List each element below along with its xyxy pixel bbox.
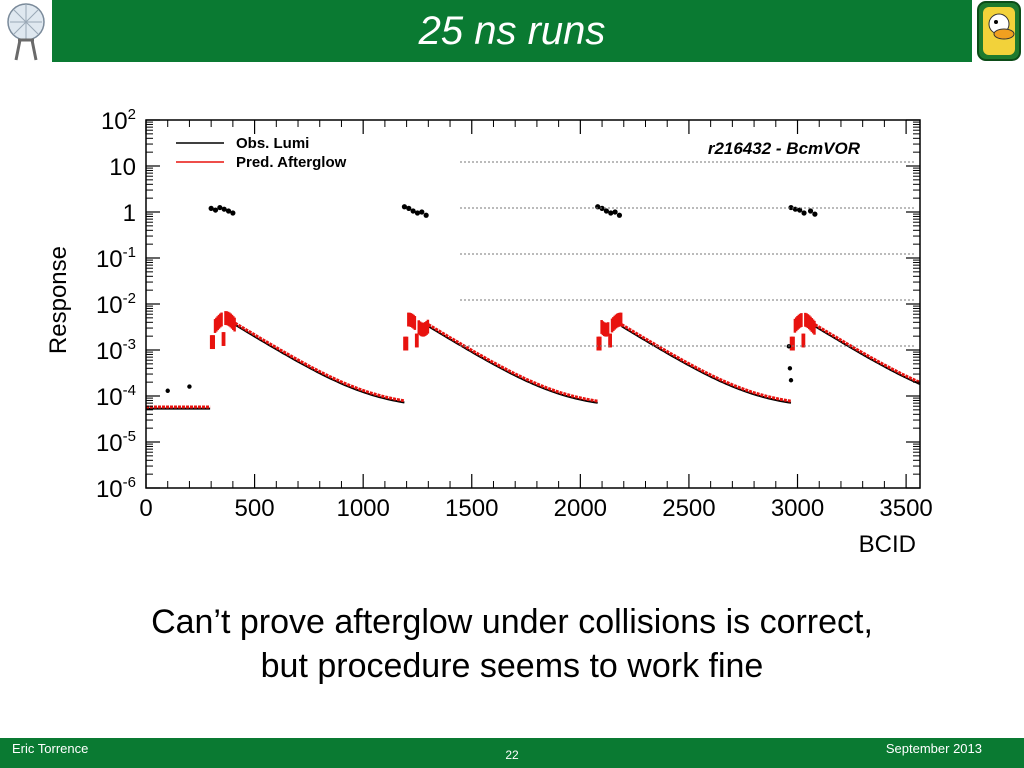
obs-lumi-point-isolated: [165, 388, 170, 393]
slide-header: 25 ns runs: [0, 0, 1024, 62]
atlas-logo: [0, 0, 52, 62]
x-axis-label: BCID: [859, 531, 916, 556]
pred-afterglow-curve: [814, 323, 921, 384]
slide-caption: Can’t prove afterglow under collisions i…: [0, 600, 1024, 688]
obs-lumi-point-isolated: [787, 366, 793, 371]
obs-lumi-point: [406, 205, 412, 211]
obs-lumi-point: [792, 206, 798, 212]
x-tick-label: 2000: [554, 495, 607, 522]
slide-footer: Eric Torrence 22 September 2013: [0, 738, 1024, 768]
obs-lumi-point: [212, 207, 219, 213]
title-bar: [52, 0, 972, 62]
y-tick-label: 10-5: [96, 428, 136, 457]
obs-lumi-point: [410, 208, 416, 214]
obs-lumi-point: [608, 210, 614, 216]
pred-afterglow-curve: [620, 323, 792, 403]
page-number: 22: [505, 748, 519, 762]
obs-lumi-point: [797, 207, 803, 213]
legend-label-pred: Pred. Afterglow: [236, 154, 347, 171]
footer-date: September 2013: [885, 741, 982, 756]
y-tick-label: 102: [101, 106, 136, 135]
obs-lumi-point: [616, 212, 623, 218]
obs-lumi-point-isolated: [788, 378, 794, 383]
footer-author: Eric Torrence: [12, 741, 89, 756]
obs-lumi-point: [603, 208, 610, 214]
obs-lumi-point: [230, 210, 236, 216]
chart-legend: Obs. Lumi Pred. Afterglow: [176, 135, 347, 171]
y-tick-label: 10-3: [96, 336, 136, 365]
obs-lumi-point: [812, 211, 818, 217]
x-tick-label: 500: [235, 495, 275, 522]
obs-lumi-point: [801, 210, 807, 216]
chart-annotation: r216432 - BcmVOR: [708, 139, 861, 158]
obs-lumi-point: [401, 204, 408, 210]
obs-lumi-point: [208, 205, 214, 211]
legend-label-obs: Obs. Lumi: [236, 135, 309, 152]
obs-lumi-point: [788, 204, 794, 211]
obs-lumi-point: [414, 210, 421, 216]
obs-lumi-point: [807, 208, 814, 214]
x-tick-label: 3000: [771, 495, 824, 522]
y-axis-label: Response: [45, 246, 72, 354]
response-chart: 10-6 10-5 10-4 10-3 10-2 10-1 1 10 102 0 500 1000 15…: [0, 96, 968, 558]
obs-lumi-point: [612, 209, 618, 215]
obs-lumi-point-isolated: [187, 384, 192, 389]
caption-line-2: but procedure seems to work fine: [260, 647, 764, 685]
slide-title: 25 ns runs: [418, 9, 606, 53]
y-tick-label: 10-6: [96, 474, 136, 503]
x-tick-label: 0: [139, 495, 152, 522]
obs-lumi-point: [221, 206, 227, 212]
caption-line-1: Can’t prove afterglow under collisions i…: [151, 603, 873, 641]
obs-lumi-point: [225, 208, 232, 214]
obs-lumi-point: [217, 204, 223, 211]
obs-lumi-point: [423, 212, 429, 218]
x-tick-label: 1500: [445, 495, 498, 522]
y-tick-label: 10-2: [96, 290, 136, 319]
pred-afterglow-curve: [427, 323, 598, 403]
x-tick-label: 3500: [879, 495, 932, 522]
pred-afterglow-curve: [234, 321, 405, 403]
y-tick-label: 1: [123, 200, 136, 227]
obs-lumi-point: [419, 209, 425, 215]
obs-lumi-point: [599, 205, 605, 211]
x-tick-label: 2500: [662, 495, 715, 522]
duck-logo: [974, 0, 1024, 62]
y-tick-label: 10: [109, 154, 136, 181]
x-tick-label: 1000: [336, 495, 389, 522]
y-tick-label: 10-1: [96, 244, 136, 273]
y-tick-label: 10-4: [96, 382, 136, 411]
